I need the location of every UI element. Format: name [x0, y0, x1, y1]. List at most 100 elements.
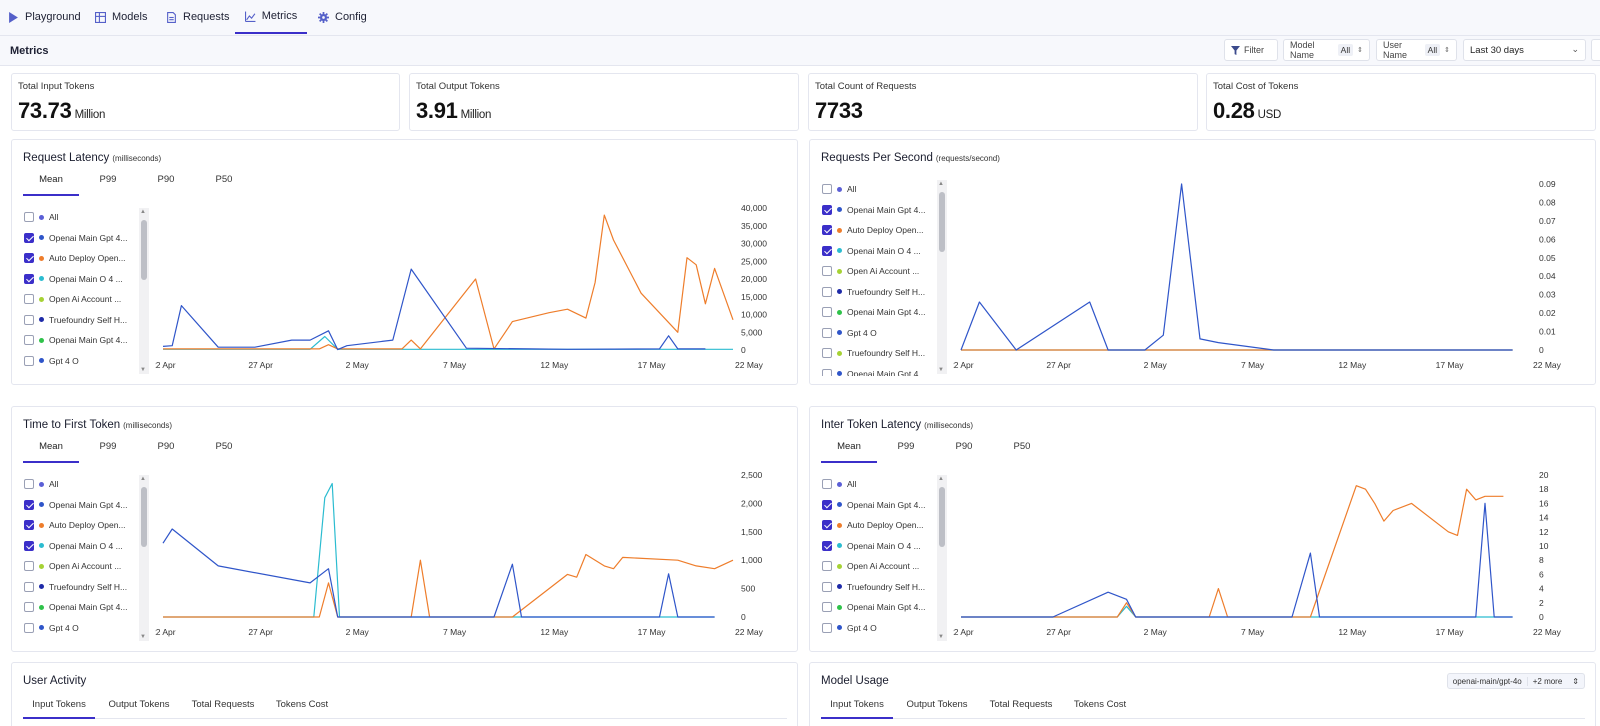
series-checkbox[interactable] [822, 479, 832, 489]
series-checkbox[interactable] [822, 622, 832, 633]
tab-input-tokens[interactable]: Input Tokens [23, 699, 95, 719]
scroll-up-icon[interactable]: ▲ [938, 181, 944, 187]
scroll-down-icon[interactable]: ▼ [938, 634, 944, 640]
scroll-thumb[interactable] [939, 192, 945, 252]
date-range-select[interactable]: Last 30 days ⌄ [1463, 39, 1586, 61]
series-checkbox[interactable] [24, 581, 34, 592]
scroll-down-icon[interactable]: ▼ [938, 367, 944, 373]
overflow-control[interactable] [1591, 39, 1600, 61]
series-checkbox[interactable] [822, 348, 832, 358]
scroll-up-icon[interactable]: ▲ [938, 476, 944, 482]
tab-total-requests[interactable]: Total Requests [191, 699, 255, 710]
series-checkbox[interactable] [24, 479, 34, 489]
legend-item[interactable]: Openai Main Gpt 4... [24, 231, 127, 245]
filter-button[interactable]: Filter [1224, 39, 1278, 61]
series-checkbox[interactable] [24, 232, 34, 243]
legend-item[interactable]: Auto Deploy Open... [822, 223, 924, 237]
legend-item[interactable]: Open Ai Account ... [24, 292, 121, 306]
series-checkbox[interactable] [24, 355, 34, 366]
tab-mean[interactable]: Mean [821, 441, 877, 463]
tab-p50[interactable]: P50 [1013, 441, 1031, 452]
series-checkbox[interactable] [24, 540, 34, 551]
legend-item[interactable]: Truefoundry Self H... [24, 641, 127, 643]
tab-p90[interactable]: P90 [157, 441, 175, 452]
legend-scrollbar[interactable]: ▲ ▼ [139, 208, 149, 374]
nav-models[interactable]: Models [95, 0, 147, 34]
legend-item[interactable]: Openai Main Gpt 4... [24, 600, 127, 614]
tab-tokens-cost[interactable]: Tokens Cost [275, 699, 329, 710]
legend-item[interactable]: Gpt 4 O [822, 326, 877, 340]
legend-item[interactable]: Truefoundry Self H... [24, 374, 127, 376]
tab-total-requests[interactable]: Total Requests [989, 699, 1053, 710]
legend-item[interactable]: All [822, 477, 856, 491]
series-checkbox[interactable] [822, 520, 832, 530]
series-checkbox[interactable] [24, 253, 34, 263]
tab-p99[interactable]: P99 [99, 174, 117, 185]
legend-item[interactable]: Truefoundry Self H... [822, 285, 925, 299]
tab-p99[interactable]: P99 [99, 441, 117, 452]
tab-output-tokens[interactable]: Output Tokens [108, 699, 170, 710]
legend-item[interactable]: Openai Main Gpt 4... [822, 600, 925, 614]
tab-p90[interactable]: P90 [955, 441, 973, 452]
legend-item[interactable]: Openai Main O 4 ... [822, 539, 921, 553]
tab-p90[interactable]: P90 [157, 174, 175, 185]
legend-item[interactable]: All [24, 210, 58, 224]
legend-item[interactable]: Openai Main O 4 ... [24, 272, 123, 286]
series-checkbox[interactable] [822, 540, 832, 551]
legend-item[interactable]: Openai Main O 4 ... [24, 539, 123, 553]
legend-item[interactable]: Truefoundry Self H... [822, 346, 925, 360]
legend-scrollbar[interactable]: ▲ ▼ [937, 475, 947, 641]
series-checkbox[interactable] [822, 184, 832, 194]
tab-p50[interactable]: P50 [215, 174, 233, 185]
tab-input-tokens[interactable]: Input Tokens [821, 699, 893, 719]
scroll-thumb[interactable] [141, 220, 147, 280]
series-checkbox[interactable] [24, 561, 34, 571]
legend-item[interactable]: All [24, 477, 58, 491]
series-checkbox[interactable] [822, 204, 832, 215]
tab-p50[interactable]: P50 [215, 441, 233, 452]
tab-mean[interactable]: Mean [23, 174, 79, 196]
legend-item[interactable]: Openai Main Gpt 4... [822, 498, 925, 512]
nav-requests[interactable]: Requests [166, 0, 229, 34]
series-checkbox[interactable] [822, 266, 832, 276]
model-select[interactable]: openai-main/gpt-4o +2 more ⇕ [1446, 673, 1585, 689]
series-checkbox[interactable] [24, 499, 34, 510]
legend-item[interactable]: Openai Main Gpt 4... [24, 333, 127, 347]
series-checkbox[interactable] [822, 245, 832, 256]
legend-item[interactable]: Auto Deploy Open... [822, 518, 924, 532]
legend-item[interactable]: Open Ai Account ... [24, 559, 121, 573]
legend-item[interactable]: Openai Main Gpt 4... [822, 367, 925, 376]
scroll-up-icon[interactable]: ▲ [140, 476, 146, 482]
legend-scrollbar[interactable]: ▲ ▼ [139, 475, 149, 641]
series-checkbox[interactable] [24, 273, 34, 284]
series-checkbox[interactable] [822, 225, 832, 235]
legend-item[interactable]: Openai Main Gpt 4... [822, 203, 925, 217]
legend-item[interactable]: Truefoundry Self H... [822, 641, 925, 643]
series-checkbox[interactable] [822, 368, 832, 376]
legend-scrollbar[interactable]: ▲ ▼ [937, 180, 947, 374]
series-checkbox[interactable] [24, 314, 34, 325]
series-checkbox[interactable] [24, 622, 34, 633]
tab-output-tokens[interactable]: Output Tokens [906, 699, 968, 710]
model-name-select[interactable]: Model Name All ⇕ [1283, 39, 1370, 61]
legend-item[interactable]: Auto Deploy Open... [24, 518, 126, 532]
nav-metrics[interactable]: Metrics [235, 0, 307, 34]
legend-item[interactable]: Openai Main O 4 ... [822, 244, 921, 258]
scroll-down-icon[interactable]: ▼ [140, 367, 146, 373]
tab-p99[interactable]: P99 [897, 441, 915, 452]
legend-item[interactable]: Auto Deploy Open... [24, 251, 126, 265]
legend-item[interactable]: Open Ai Account ... [822, 559, 919, 573]
tab-tokens-cost[interactable]: Tokens Cost [1073, 699, 1127, 710]
series-checkbox[interactable] [822, 286, 832, 297]
nav-playground[interactable]: Playground [8, 0, 81, 34]
nav-config[interactable]: Config [318, 0, 367, 34]
scroll-thumb[interactable] [141, 487, 147, 547]
series-checkbox[interactable] [822, 307, 832, 317]
legend-item[interactable]: Gpt 4 O [24, 354, 79, 368]
legend-item[interactable]: Gpt 4 O [822, 621, 877, 635]
series-checkbox[interactable] [24, 520, 34, 530]
scroll-up-icon[interactable]: ▲ [140, 209, 146, 215]
scroll-thumb[interactable] [939, 487, 945, 547]
series-checkbox[interactable] [822, 581, 832, 592]
series-checkbox[interactable] [822, 499, 832, 510]
